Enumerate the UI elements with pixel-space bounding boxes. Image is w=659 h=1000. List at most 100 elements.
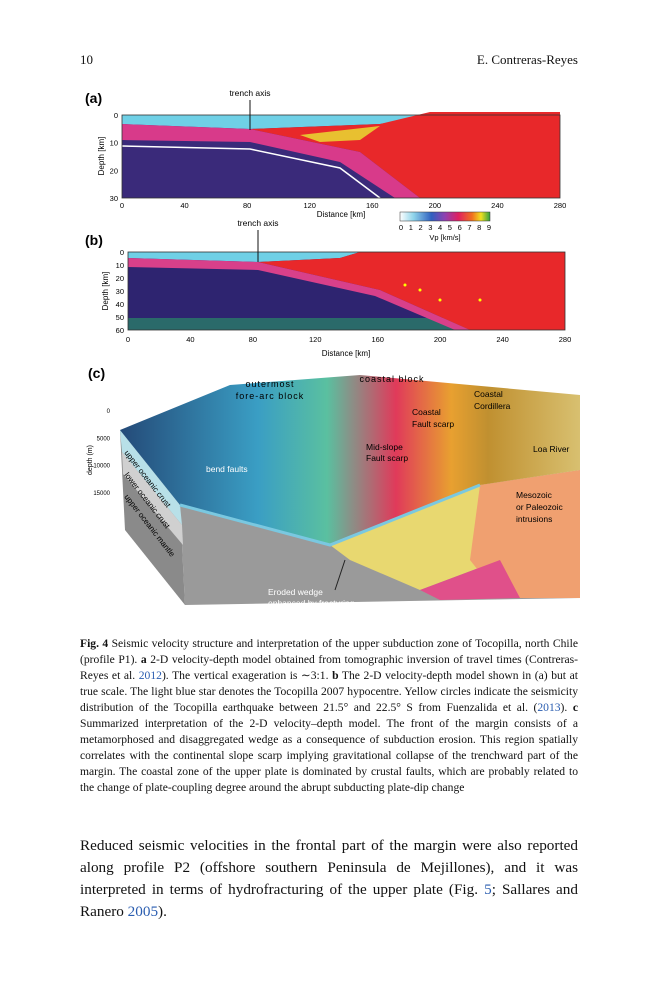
x-tick-label: 1: [409, 223, 413, 232]
x-tick-label: 240: [496, 335, 509, 344]
seismicity: [403, 283, 407, 287]
y-tick-label: 20: [110, 166, 118, 175]
x-axis-label: Distance [km]: [317, 210, 365, 219]
panel-c: (c) depth (m) outermost fore-arc block c…: [87, 365, 580, 608]
x-tick-label: 9: [487, 223, 491, 232]
caption-text: ).: [560, 701, 573, 714]
citation-link[interactable]: 2013: [537, 701, 561, 714]
panel-ref: b: [332, 669, 339, 682]
label: outermost: [245, 379, 294, 389]
seismicity: [478, 298, 482, 302]
x-tick-label: 160: [371, 335, 384, 344]
pink-area: [420, 560, 520, 600]
upper-crust-face: [120, 430, 182, 525]
label: or Paleozoic: [516, 502, 564, 512]
x-tick-label: 200: [429, 201, 442, 210]
x-tick-label: 280: [559, 335, 572, 344]
label: Fault scarp: [366, 453, 408, 463]
caption-text: The 2-D velocity-depth model shown in (a…: [80, 669, 578, 714]
water: [122, 115, 430, 129]
slab-top: [179, 483, 481, 547]
y-tick-label: 0: [120, 248, 124, 257]
x-tick-label: 160: [366, 201, 379, 210]
label: bend faults: [206, 464, 248, 474]
frame: [121, 114, 561, 199]
x-tick-label: 3: [428, 223, 432, 232]
panel-b: (b) trench axis Depth [km] Distance [km]: [85, 218, 566, 358]
top-surface: [120, 375, 580, 545]
x-tick-label: 4: [438, 223, 442, 232]
moho: [121, 145, 381, 199]
label: Coastal: [474, 389, 503, 399]
wedge: [300, 126, 380, 142]
y-tick-label: 0: [107, 409, 111, 415]
upper-plate: [258, 252, 565, 330]
y-tick-label: 40: [116, 300, 124, 309]
label: enhanced by fracturing: [268, 598, 355, 608]
label: Loa River: [533, 444, 570, 454]
citation-link[interactable]: 2012: [138, 669, 162, 682]
x-tick-label: 6: [458, 223, 462, 232]
y-tick-label: 50: [116, 313, 124, 322]
label: intrusions: [516, 514, 552, 524]
x-tick-label: 200: [434, 335, 447, 344]
y-tick-label: 10000: [93, 464, 110, 470]
x-tick-label: 5: [448, 223, 452, 232]
x-axis-label: Distance [km]: [322, 349, 370, 358]
figure-link[interactable]: 5: [484, 881, 492, 898]
page-number: 10: [80, 52, 93, 67]
seismicity: [438, 298, 442, 302]
panel-a: (a) trench axis Depth [km] Distance [km]…: [85, 88, 561, 242]
x-tick-label: 240: [491, 201, 504, 210]
body-text: ).: [158, 903, 167, 920]
water: [128, 252, 360, 262]
x-tick-label: 120: [309, 335, 322, 344]
panel-label: (c): [88, 365, 105, 381]
y-axis-label: depth (m): [87, 445, 94, 475]
panel-ref: a: [140, 653, 147, 666]
x-tick-label: 40: [186, 335, 194, 344]
panel-label: (b): [85, 232, 103, 248]
label: fore-arc block: [236, 391, 305, 401]
body-paragraph: Reduced seismic velocities in the fronta…: [80, 835, 578, 923]
caption-text: Summarized interpretation of the 2-D vel…: [80, 717, 578, 794]
y-tick-label: 30: [110, 194, 118, 203]
colorbar-label: Vp [km/s]: [429, 233, 460, 242]
fig-label: Fig. 4: [80, 637, 109, 650]
label: coastal block: [359, 374, 424, 384]
y-tick-label: 10: [110, 139, 118, 148]
caption: Fig. 4 Seismic velocity structure and in…: [80, 636, 578, 796]
y-tick-label: 0: [114, 111, 118, 120]
label: Mid-slope: [366, 442, 403, 452]
x-tick-label: 8: [477, 223, 481, 232]
x-tick-label: 280: [554, 201, 567, 210]
x-tick-label: 40: [180, 201, 188, 210]
panel-label: (a): [85, 90, 102, 106]
y-tick-label: 15000: [93, 491, 110, 497]
x-tick-label: 80: [249, 335, 257, 344]
x-tick-label: 0: [126, 335, 130, 344]
seismicity: [418, 288, 422, 292]
y-tick-label: 30: [116, 287, 124, 296]
lower-crust-face: [122, 452, 183, 545]
x-tick-label: 7: [467, 223, 471, 232]
running-head: E. Contreras-Reyes: [476, 52, 578, 67]
label: Fault scarp: [412, 419, 454, 429]
body-text: ; Sallares and Ranero: [80, 881, 578, 920]
y-tick-label: 5000: [97, 436, 111, 442]
frame: [127, 251, 566, 331]
y-tick-label: 20: [116, 274, 124, 283]
caption-text: Seismic velocity structure and interpret…: [80, 637, 578, 666]
x-tick-label: 0: [399, 223, 403, 232]
y-axis-label: Depth [km]: [97, 137, 106, 176]
colorbar: [399, 211, 491, 222]
citation-link[interactable]: 2005: [127, 903, 159, 920]
annotation: trench axis: [229, 88, 270, 98]
x-tick-label: 120: [303, 201, 316, 210]
label: Cordillera: [474, 401, 511, 411]
pointer: [334, 559, 346, 591]
figure: (a) trench axis Depth [km] Distance [km]…: [85, 88, 580, 608]
body-text: Reduced seismic velocities in the fronta…: [80, 837, 578, 898]
x-tick-label: 2: [418, 223, 422, 232]
